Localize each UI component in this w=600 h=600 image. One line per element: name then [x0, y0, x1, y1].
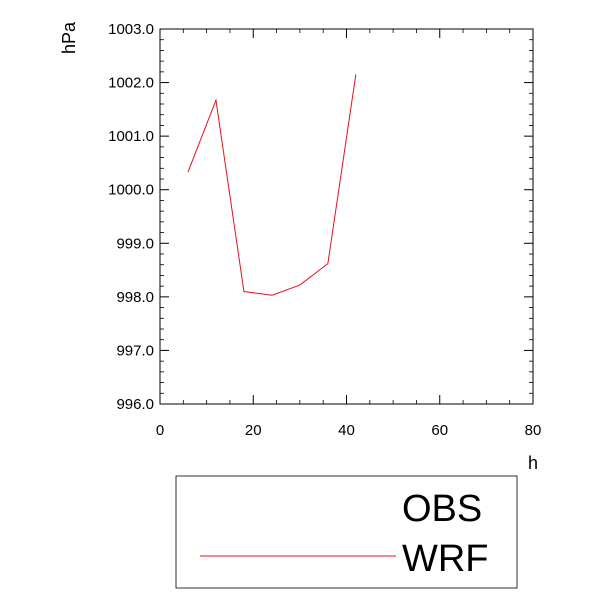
x-tick-label: 40 [338, 422, 355, 439]
y-axis-label: hPa [59, 21, 79, 54]
legend-label-obs: OBS [402, 488, 482, 530]
x-axis-ticks: 0 20 40 60 80 [156, 29, 542, 439]
y-tick-label: 997.0 [116, 342, 154, 359]
y-axis-ticks: 996.0 997.0 998.0 999.0 1000.0 1001.0 1002.0 10… [108, 21, 533, 413]
x-axis-label: h [528, 453, 538, 473]
legend-label-wrf: WRF [402, 538, 489, 580]
y-tick-label: 1001.0 [108, 128, 154, 145]
series-line-wrf [187, 74, 357, 296]
y-tick-label: 999.0 [116, 235, 154, 252]
y-tick-label: 996.0 [116, 396, 154, 413]
y-tick-label: 1003.0 [108, 21, 154, 38]
x-tick-label: 0 [156, 422, 164, 439]
series-layer [187, 74, 357, 296]
plot-frame [159, 28, 534, 405]
y-tick-label: 1002.0 [108, 75, 154, 92]
legend-box [175, 475, 518, 589]
y-tick-label: 998.0 [116, 289, 154, 306]
x-tick-label: 20 [245, 422, 262, 439]
x-tick-label: 60 [431, 422, 448, 439]
x-tick-label: 80 [525, 422, 542, 439]
y-tick-label: 1000.0 [108, 182, 154, 199]
legend: OBS WRF [175, 475, 518, 589]
